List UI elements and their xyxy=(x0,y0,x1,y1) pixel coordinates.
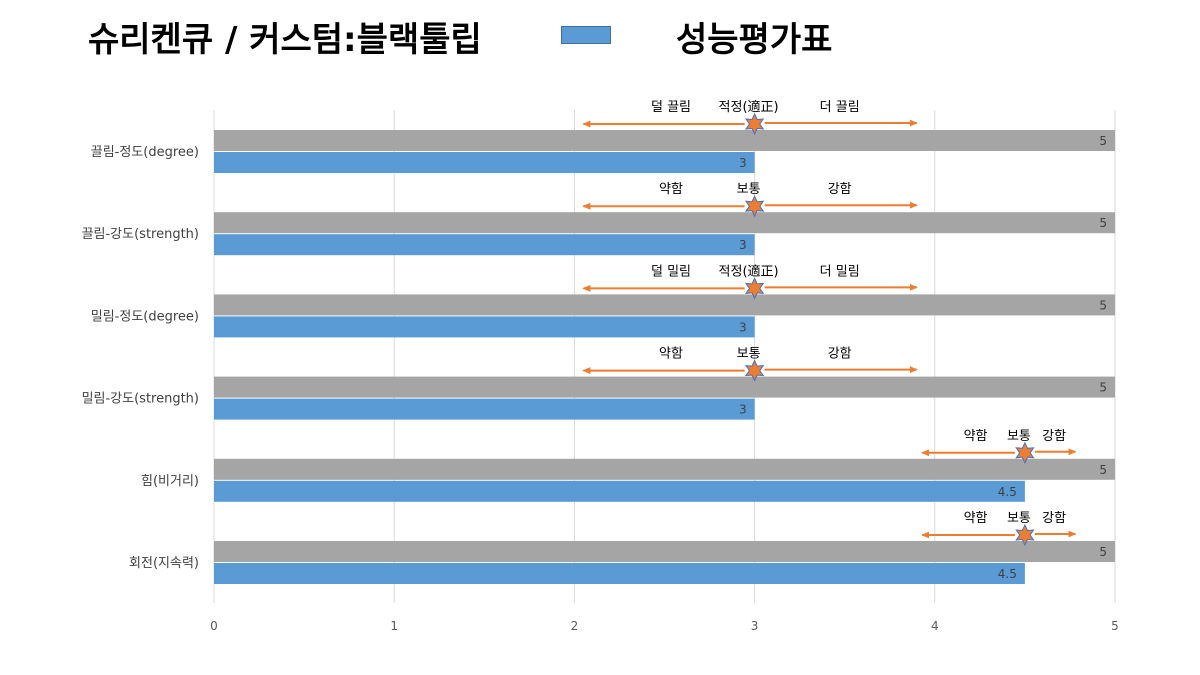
category-label: 끌림-정도(degree) xyxy=(91,145,199,160)
annotation-left-label: 약함 xyxy=(659,182,683,197)
star-marker-icon xyxy=(744,277,765,300)
x-tick-label: 4 xyxy=(931,619,939,633)
max-bar xyxy=(214,376,1115,398)
x-tick-label: 3 xyxy=(751,619,759,633)
score-bar xyxy=(214,316,755,338)
annotation-right-label: 강함 xyxy=(828,347,852,362)
annotation-right-label: 더 밀림 xyxy=(820,264,860,279)
category-label: 밀림-강도(strength) xyxy=(82,392,199,407)
star-marker-icon xyxy=(744,359,765,382)
x-tick-label: 1 xyxy=(390,619,398,633)
annotation-left-label: 약함 xyxy=(659,347,683,362)
annotation-center-label: 적정(適正) xyxy=(719,263,779,279)
annotation-left-label: 덜 밀림 xyxy=(651,264,691,279)
x-tick-label: 0 xyxy=(210,619,218,633)
max-bar-value-label: 5 xyxy=(1099,463,1107,477)
star-marker-icon xyxy=(1015,441,1035,464)
max-bar-value-label: 5 xyxy=(1099,216,1107,230)
annotation-center-label: 보통 xyxy=(737,182,761,197)
star-marker-icon xyxy=(1015,523,1035,547)
annotation-center-label: 보통 xyxy=(1007,429,1031,444)
max-bar-value-label: 5 xyxy=(1099,545,1107,559)
category-label: 힘(비거리) xyxy=(141,474,199,489)
max-bar-value-label: 5 xyxy=(1099,298,1107,312)
legend-swatch xyxy=(561,26,611,44)
x-tick-label: 2 xyxy=(571,619,579,633)
annotation-left-label: 약함 xyxy=(964,511,988,526)
max-bar xyxy=(214,294,1115,316)
legend-label: 성능평가표 xyxy=(676,20,833,60)
max-bar-value-label: 5 xyxy=(1099,381,1107,395)
score-bar-value-label: 3 xyxy=(739,156,747,170)
score-bar-value-label: 3 xyxy=(739,403,747,417)
score-bar-value-label: 3 xyxy=(739,238,747,252)
score-bar xyxy=(214,398,755,420)
score-bar-value-label: 4.5 xyxy=(998,567,1017,581)
category-label: 회전(지속력) xyxy=(129,556,199,571)
max-bar xyxy=(214,541,1115,562)
max-bar xyxy=(214,212,1115,234)
max-bar xyxy=(214,130,1115,151)
annotation-center-label: 적정(適正) xyxy=(719,99,779,115)
x-tick-label: 5 xyxy=(1111,619,1119,633)
score-bar xyxy=(214,152,755,173)
max-bar-value-label: 5 xyxy=(1099,134,1107,148)
annotation-right-label: 강함 xyxy=(1042,511,1066,526)
annotation-center-label: 보통 xyxy=(1007,511,1031,526)
score-bar xyxy=(214,234,755,256)
score-bar-value-label: 3 xyxy=(739,320,747,334)
category-label: 끌림-강도(strength) xyxy=(82,227,199,242)
annotation-right-label: 강함 xyxy=(1042,429,1066,444)
score-bar xyxy=(214,563,1025,584)
star-marker-icon xyxy=(744,112,765,136)
chart-title: 슈리켄큐 / 커스텀:블랙툴립 xyxy=(88,20,482,60)
annotation-right-label: 강함 xyxy=(828,182,852,197)
annotation-right-label: 더 끌림 xyxy=(820,100,860,115)
score-bar xyxy=(214,480,1025,502)
category-label: 밀림-정도(degree) xyxy=(91,309,199,324)
annotation-left-label: 약함 xyxy=(964,429,988,444)
score-bar-value-label: 4.5 xyxy=(998,485,1017,499)
star-marker-icon xyxy=(744,195,765,218)
annotation-left-label: 덜 끌림 xyxy=(651,100,691,115)
annotation-center-label: 보통 xyxy=(737,347,761,362)
max-bar xyxy=(214,458,1115,480)
